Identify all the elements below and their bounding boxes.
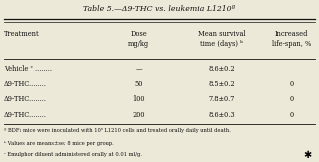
Text: Dose
mg/kg: Dose mg/kg xyxy=(128,30,149,48)
Text: 0: 0 xyxy=(289,111,293,119)
Text: 0: 0 xyxy=(289,80,293,88)
Text: 8.5±0.2: 8.5±0.2 xyxy=(208,80,235,88)
Text: 0: 0 xyxy=(289,95,293,104)
Text: ᵇ Values are means±se; 8 mice per group.: ᵇ Values are means±se; 8 mice per group. xyxy=(4,141,114,146)
Text: Mean survival
time (days) ᵇ: Mean survival time (days) ᵇ xyxy=(198,30,245,48)
Text: 100: 100 xyxy=(133,95,145,104)
Text: Table 5.—Δ9-THC vs. leukemia L1210ª: Table 5.—Δ9-THC vs. leukemia L1210ª xyxy=(84,5,235,13)
Text: Vehicle ᶜ ........: Vehicle ᶜ ........ xyxy=(4,65,52,73)
Text: Δ9-THC........: Δ9-THC........ xyxy=(4,95,47,104)
Text: 200: 200 xyxy=(133,111,145,119)
Text: ª BDF₁ mice were inoculated with 10⁵ L1210 cells and treated orally daily until : ª BDF₁ mice were inoculated with 10⁵ L12… xyxy=(4,128,231,133)
Text: Increased
life-span, %: Increased life-span, % xyxy=(272,30,311,48)
Text: ✱: ✱ xyxy=(303,150,311,160)
Text: 8.6±0.3: 8.6±0.3 xyxy=(208,111,235,119)
Text: Δ9-THC........: Δ9-THC........ xyxy=(4,80,47,88)
Text: —: — xyxy=(136,65,142,73)
Text: ᶜ Emulphor diluent administered orally at 0.01 ml/g.: ᶜ Emulphor diluent administered orally a… xyxy=(4,152,142,157)
Text: Δ9-THC........: Δ9-THC........ xyxy=(4,111,47,119)
Text: 50: 50 xyxy=(135,80,143,88)
Text: Treatment: Treatment xyxy=(4,30,40,38)
Text: 7.8±0.7: 7.8±0.7 xyxy=(208,95,234,104)
Text: 8.6±0.2: 8.6±0.2 xyxy=(208,65,235,73)
